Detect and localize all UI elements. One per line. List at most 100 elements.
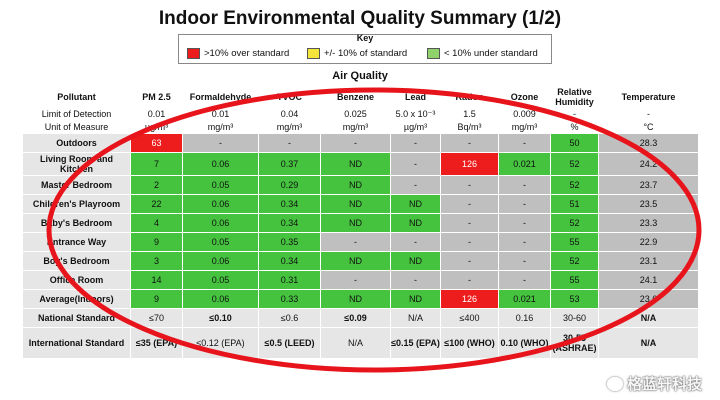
table-cell: 0.34 <box>258 213 321 233</box>
swatch-yellow <box>307 48 320 59</box>
table-cell: - <box>498 251 551 271</box>
header-1: Formaldehyde <box>182 86 259 108</box>
detection-cell: - <box>598 107 699 121</box>
standard-cell: N/A <box>598 308 699 328</box>
table-cell: 53 <box>550 289 599 309</box>
unit-cell: mg/m³ <box>182 120 259 134</box>
detection-cell: 0.01 <box>182 107 259 121</box>
key-item-within: +/- 10% of standard <box>307 48 407 59</box>
table-cell: 0.06 <box>182 289 259 309</box>
table-cell: 9 <box>130 232 183 252</box>
table-cell: 0.021 <box>498 289 551 309</box>
table-cell: - <box>498 133 551 153</box>
table-cell: 3 <box>130 251 183 271</box>
table-cell: 23.1 <box>598 251 699 271</box>
table-row: Boy's Bedroom 3 0.06 0.34 ND ND - -52 23.1 <box>22 251 699 271</box>
table-cell: 0.37 <box>258 152 321 176</box>
table-cell: ND <box>320 251 391 271</box>
unit-row: Unit of Measure µg/m³ mg/m³ mg/m³ mg/m³ µg/m³… <box>22 120 699 134</box>
table-cell: 24.1 <box>598 270 699 290</box>
air-quality-table: Pollutant PM 2.5 Formaldehyde TVOC Benzene Le… <box>22 86 699 359</box>
table-cell: 22.9 <box>598 232 699 252</box>
table-row: Outdoors 63- - - - - -50 28.3 <box>22 133 699 153</box>
table-cell: 52 <box>550 251 599 271</box>
row-label: Outdoors <box>22 133 131 153</box>
standard-cell: ≤400 <box>440 308 499 328</box>
table-cell: 24.2 <box>598 152 699 176</box>
table-cell: - <box>498 194 551 214</box>
table-cell: 0.34 <box>258 251 321 271</box>
table-row: Living Room and Kitchen 7 0.06 0.37 ND -126 0.… <box>22 152 699 176</box>
swatch-green <box>427 48 440 59</box>
table-cell: - <box>440 133 499 153</box>
table-cell: - <box>498 213 551 233</box>
table-cell: - <box>440 251 499 271</box>
table-cell: - <box>390 152 441 176</box>
detection-cell: 0.04 <box>258 107 321 121</box>
unit-cell: µg/m³ <box>130 120 183 134</box>
row-label: Average(Indoors) <box>22 289 131 309</box>
table-cell: - <box>390 232 441 252</box>
table-cell: 0.33 <box>258 289 321 309</box>
watermark: 格蓝轩科技 <box>606 373 702 394</box>
standard-cell: 30-60 <box>550 308 599 328</box>
table-cell: ND <box>320 194 391 214</box>
detection-cell: - <box>550 107 599 121</box>
standard-cell: ≤0.6 <box>258 308 321 328</box>
table-cell: 9 <box>130 289 183 309</box>
table-cell: - <box>258 133 321 153</box>
table-cell: 4 <box>130 213 183 233</box>
table-cell: 0.06 <box>182 213 259 233</box>
header-2: TVOC <box>258 86 321 108</box>
header-6: Ozone <box>498 86 551 108</box>
standard-label: International Standard <box>22 327 131 359</box>
watermark-text: 格蓝轩科技 <box>626 376 702 393</box>
table-cell: - <box>440 175 499 195</box>
table-cell: - <box>320 133 391 153</box>
table-cell: 126 <box>440 152 499 176</box>
table-cell: - <box>440 213 499 233</box>
key-item-over: >10% over standard <box>187 48 289 59</box>
table-cell: ND <box>390 213 441 233</box>
row-label: Boy's Bedroom <box>22 251 131 271</box>
table-cell: - <box>440 194 499 214</box>
row-label: Office Room <box>22 270 131 290</box>
key-item-under: < 10% under standard <box>427 48 538 59</box>
detection-cell: 5.0 x 10⁻³ <box>390 107 441 121</box>
table-cell: 0.29 <box>258 175 321 195</box>
table-cell: 0.05 <box>182 270 259 290</box>
table-cell: 52 <box>550 152 599 176</box>
standard-cell: ≤0.10 <box>182 308 259 328</box>
table-row: Average(Indoors) 9 0.06 0.33 ND ND 126 0.021 53 2… <box>22 289 699 309</box>
standard-cell: ≤0.15 (EPA) <box>390 327 441 359</box>
table-row: Baby's Bedroom 4 0.06 0.34 ND ND - -52 23.3 <box>22 213 699 233</box>
table-cell: 55 <box>550 232 599 252</box>
table-cell: 14 <box>130 270 183 290</box>
standard-cell: 0.16 <box>498 308 551 328</box>
table-cell: 52 <box>550 175 599 195</box>
table-cell: 55 <box>550 270 599 290</box>
page-title: Indoor Environmental Quality Summary (1/… <box>158 8 562 29</box>
standard-cell: N/A <box>320 327 391 359</box>
unit-cell: mg/m³ <box>498 120 551 134</box>
unit-cell: µg/m³ <box>390 120 441 134</box>
standard-cell: ≤70 <box>130 308 183 328</box>
table-cell: 0.06 <box>182 194 259 214</box>
table-cell: 126 <box>440 289 499 309</box>
standard-label: National Standard <box>22 308 131 328</box>
unit-cell: °C <box>598 120 699 134</box>
table-cell: - <box>390 133 441 153</box>
table-cell: 0.06 <box>182 251 259 271</box>
unit-cell: Bq/m³ <box>440 120 499 134</box>
table-cell: 0.34 <box>258 194 321 214</box>
standard-row: International Standard ≤35 (EPA) ≤0.12 (EP… <box>22 327 699 359</box>
standard-cell: 30-55 (ASHRAE) <box>550 327 599 359</box>
table-cell: - <box>390 270 441 290</box>
standard-cell: ≤100 (WHO) <box>440 327 499 359</box>
key-label-under: < 10% under standard <box>444 48 538 59</box>
table-row: Children's Playroom 22 0.06 0.34 ND ND - -51 23.… <box>22 194 699 214</box>
table-cell: 23.7 <box>598 175 699 195</box>
detection-cell: 1.5 <box>440 107 499 121</box>
header-0: PM 2.5 <box>130 86 183 108</box>
table-row: Entrance Way 9 0.05 0.35- - - -55 22.9 <box>22 232 699 252</box>
